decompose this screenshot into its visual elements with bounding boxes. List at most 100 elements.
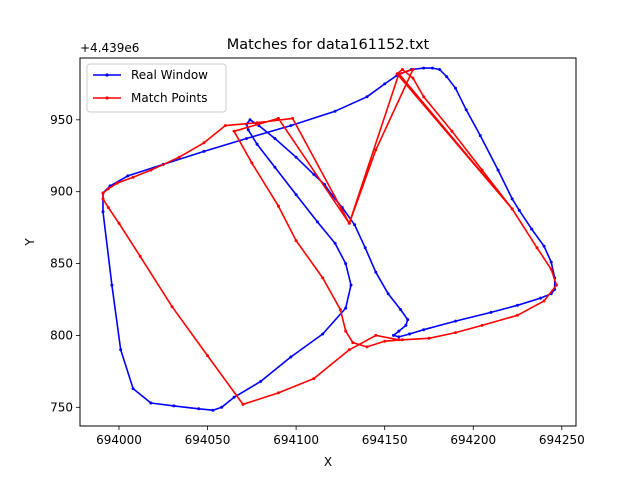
point-real-window [516, 303, 519, 307]
point-real-window [454, 319, 457, 323]
point-real-window [438, 68, 442, 71]
point-real-window [399, 308, 403, 312]
point-match-points [365, 345, 369, 349]
point-match-points [177, 155, 181, 159]
point-real-window [539, 296, 543, 300]
point-match-points [312, 377, 316, 381]
point-real-window [510, 197, 514, 201]
point-real-window [392, 333, 395, 337]
point-real-window [321, 332, 325, 336]
point-real-window [431, 66, 434, 70]
legend-box [86, 63, 227, 113]
point-match-points [516, 313, 519, 317]
point-real-window [131, 387, 135, 391]
y-tick-label: 900 [50, 185, 73, 199]
point-real-window [478, 134, 482, 138]
series-line-real-window [102, 67, 556, 412]
point-match-points [347, 221, 351, 225]
x-axis: 694000 694050 694100 694150 694200 694250 [96, 426, 585, 447]
point-match-points [276, 391, 280, 395]
point-match-points [542, 299, 546, 303]
point-match-points [400, 68, 404, 71]
x-tick-label: 694250 [539, 433, 585, 447]
point-real-window [315, 220, 319, 224]
point-real-window [110, 283, 114, 287]
point-match-points [291, 116, 295, 120]
series-layer [101, 66, 558, 412]
point-match-points [338, 308, 342, 312]
x-tick-label: 694100 [273, 433, 319, 447]
point-real-window [406, 318, 410, 322]
point-real-window [312, 172, 316, 176]
point-real-window [333, 109, 337, 113]
point-real-window [289, 124, 293, 128]
point-real-window [149, 401, 153, 405]
point-match-points [106, 206, 110, 209]
point-real-window [422, 328, 426, 332]
point-match-points [115, 181, 119, 185]
point-real-window [333, 241, 337, 245]
point-real-window [464, 108, 468, 112]
point-match-points [411, 68, 415, 71]
x-tick-label: 694050 [185, 433, 231, 447]
point-real-window [101, 210, 105, 214]
point-real-window [344, 306, 348, 310]
legend-marker-real-window [105, 73, 109, 77]
point-match-points [321, 276, 325, 280]
point-real-window [232, 395, 236, 399]
point-real-window [172, 404, 176, 408]
chart-title: Matches for data161152.txt [227, 37, 430, 53]
point-match-points [138, 254, 142, 258]
x-tick-label: 694200 [450, 433, 496, 447]
legend-label-match-points: Match Points [131, 91, 207, 105]
point-real-window [386, 292, 390, 296]
point-real-window [353, 223, 357, 227]
y-tick-label: 950 [50, 113, 73, 127]
x-tick-label: 694000 [96, 433, 142, 447]
point-real-window [383, 82, 387, 86]
point-real-window [530, 227, 534, 231]
point-match-points [223, 124, 227, 128]
point-real-window [549, 260, 553, 264]
point-real-window [517, 208, 521, 212]
point-real-window [119, 348, 123, 352]
point-match-points [400, 338, 404, 342]
point-real-window [404, 323, 408, 327]
point-match-points [549, 267, 553, 271]
point-match-points [555, 283, 558, 287]
point-match-points [480, 168, 484, 172]
point-match-points [149, 168, 153, 172]
point-match-points [170, 305, 174, 309]
point-match-points [101, 191, 105, 195]
point-match-points [411, 76, 415, 80]
point-match-points [510, 207, 514, 211]
legend-label-real-window: Real Window [131, 68, 208, 82]
point-real-window [365, 95, 369, 99]
point-real-window [422, 66, 426, 70]
y-offset-label: +4.439e6 [80, 41, 139, 55]
y-tick-label: 800 [50, 328, 73, 342]
legend-marker-match-points [105, 96, 109, 100]
point-real-window [397, 335, 401, 339]
plot-area [80, 58, 576, 426]
point-match-points [131, 175, 135, 179]
point-match-points [535, 246, 539, 250]
point-match-points [374, 148, 378, 152]
point-match-points [427, 336, 431, 340]
point-real-window [220, 405, 224, 409]
point-match-points [397, 72, 401, 76]
point-match-points [294, 239, 298, 243]
point-match-points [450, 129, 454, 133]
point-match-points [202, 141, 206, 145]
point-match-points [106, 187, 110, 191]
point-real-window [363, 246, 367, 250]
point-match-points [276, 116, 280, 120]
y-axis-label: Y [23, 238, 37, 247]
point-real-window [126, 174, 130, 178]
point-real-window [289, 355, 293, 359]
point-real-window [294, 155, 298, 159]
point-real-window [202, 149, 206, 153]
point-real-window [259, 379, 263, 383]
point-match-points [397, 338, 401, 342]
